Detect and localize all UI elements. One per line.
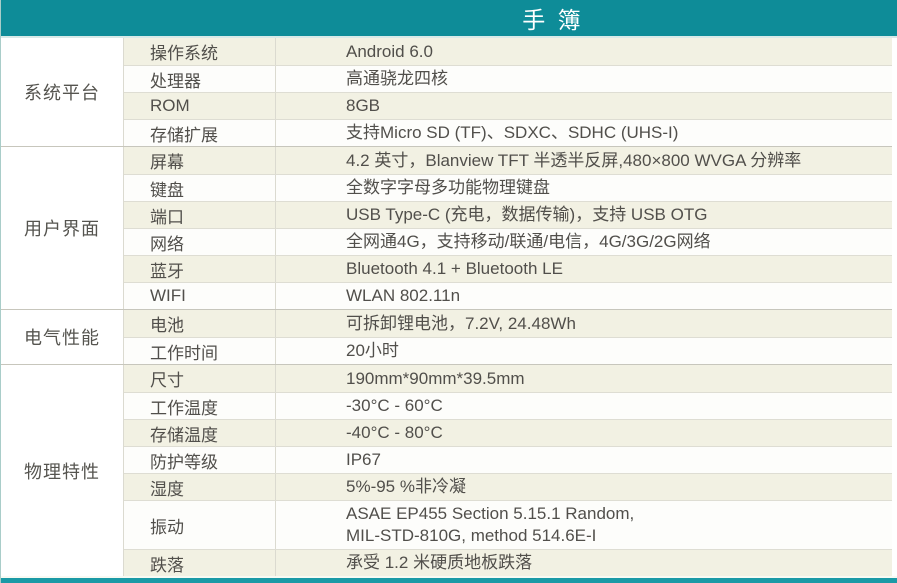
section-user-interface: 用户界面 屏幕 4.2 英寸，Blanview TFT 半透半反屏,480×80… [1,146,892,309]
page-title: 手 簿 [522,7,584,33]
header-bar: 手 簿 [1,0,897,38]
spec-value: 承受 1.2 米硬质地板跌落 [275,550,892,576]
spec-value: ASAE EP455 Section 5.15.1 Random, MIL-ST… [275,501,892,549]
table-row-bluetooth: 蓝牙 Bluetooth 4.1 + Bluetooth LE [124,255,892,282]
spec-value: 5%-95 %非冷凝 [275,474,892,500]
footer-accent-bar [1,576,897,583]
table-row-wifi: WIFI WLAN 802.11n [124,282,892,309]
spec-value: Android 6.0 [275,38,892,65]
table-row-network: 网络 全网通4G，支持移动/联通/电信，4G/3G/2G网络 [124,228,892,255]
table-row-dimensions: 尺寸 190mm*90mm*39.5mm [124,365,892,392]
table-row-vibration: 振动 ASAE EP455 Section 5.15.1 Random, MIL… [124,500,892,549]
table-row-storage-temp: 存储温度 -40°C - 80°C [124,419,892,446]
table-row-os: 操作系统 Android 6.0 [124,38,892,65]
spec-label: 处理器 [150,71,201,91]
table-row-operating-temp: 工作温度 -30°C - 60°C [124,392,892,419]
spec-value: 可拆卸锂电池，7.2V, 24.48Wh [275,310,892,337]
spec-label: 存储温度 [150,425,218,445]
spec-label: WIFI [150,286,186,305]
spec-value: 全网通4G，支持移动/联通/电信，4G/3G/2G网络 [275,229,892,255]
table-row-battery: 电池 可拆卸锂电池，7.2V, 24.48Wh [124,310,892,337]
spec-label: 网络 [150,234,184,254]
spec-value: Bluetooth 4.1 + Bluetooth LE [275,256,892,282]
spec-label: 键盘 [150,180,184,200]
spec-value: 20小时 [275,338,892,364]
spec-label: 防护等级 [150,452,218,472]
section-rows: 电池 可拆卸锂电池，7.2V, 24.48Wh 工作时间 20小时 [123,310,892,364]
spec-value: 全数字字母多功能物理键盘 [275,175,892,201]
spec-label: 湿度 [150,479,184,499]
spec-label: 振动 [150,517,184,537]
spec-label: 跌落 [150,555,184,575]
spec-value: 支持Micro SD (TF)、SDXC、SDHC (UHS-I) [275,120,892,146]
table-row-keyboard: 键盘 全数字字母多功能物理键盘 [124,174,892,201]
spec-value: 190mm*90mm*39.5mm [275,365,892,392]
spec-value: 8GB [275,93,892,119]
table-row-humidity: 湿度 5%-95 %非冷凝 [124,473,892,500]
spec-value: -30°C - 60°C [275,393,892,419]
spec-value: IP67 [275,447,892,473]
section-electrical: 电气性能 电池 可拆卸锂电池，7.2V, 24.48Wh 工作时间 20小时 [1,309,892,364]
spec-value: USB Type-C (充电，数据传输)，支持 USB OTG [275,202,892,228]
category-cell-system-platform: 系统平台 [1,38,123,146]
spec-label: 蓝牙 [150,261,184,281]
spec-label: 工作温度 [150,398,218,418]
table-row-cpu: 处理器 高通骁龙四核 [124,65,892,92]
section-rows: 操作系统 Android 6.0 处理器 高通骁龙四核 ROM 8GB 存储扩展… [123,38,892,146]
section-rows: 屏幕 4.2 英寸，Blanview TFT 半透半反屏,480×800 WVG… [123,147,892,309]
spec-label: 操作系统 [150,44,218,63]
table-row-ports: 端口 USB Type-C (充电，数据传输)，支持 USB OTG [124,201,892,228]
spec-label: 端口 [150,207,184,227]
spec-label: ROM [150,96,190,115]
table-row-storage-expansion: 存储扩展 支持Micro SD (TF)、SDXC、SDHC (UHS-I) [124,119,892,146]
spec-label: 电池 [150,316,184,335]
spec-value: WLAN 802.11n [275,283,892,309]
section-rows: 尺寸 190mm*90mm*39.5mm 工作温度 -30°C - 60°C 存… [123,365,892,576]
section-system-platform: 系统平台 操作系统 Android 6.0 处理器 高通骁龙四核 ROM 8GB… [1,38,892,146]
spec-value: 高通骁龙四核 [275,66,892,92]
table-row-ip-rating: 防护等级 IP67 [124,446,892,473]
spec-label: 屏幕 [150,153,184,172]
spec-value: 4.2 英寸，Blanview TFT 半透半反屏,480×800 WVGA 分… [275,147,892,174]
spec-label: 尺寸 [150,371,184,390]
spec-label: 存储扩展 [150,125,218,145]
table-row-working-time: 工作时间 20小时 [124,337,892,364]
category-cell-electrical: 电气性能 [1,310,123,364]
spec-label: 工作时间 [150,343,218,363]
section-physical: 物理特性 尺寸 190mm*90mm*39.5mm 工作温度 -30°C - 6… [1,364,892,576]
table-row-rom: ROM 8GB [124,92,892,119]
category-cell-user-interface: 用户界面 [1,147,123,309]
category-cell-physical: 物理特性 [1,365,123,576]
table-row-screen: 屏幕 4.2 英寸，Blanview TFT 半透半反屏,480×800 WVG… [124,147,892,174]
spec-value: -40°C - 80°C [275,420,892,446]
spec-table: 系统平台 操作系统 Android 6.0 处理器 高通骁龙四核 ROM 8GB… [1,38,897,576]
